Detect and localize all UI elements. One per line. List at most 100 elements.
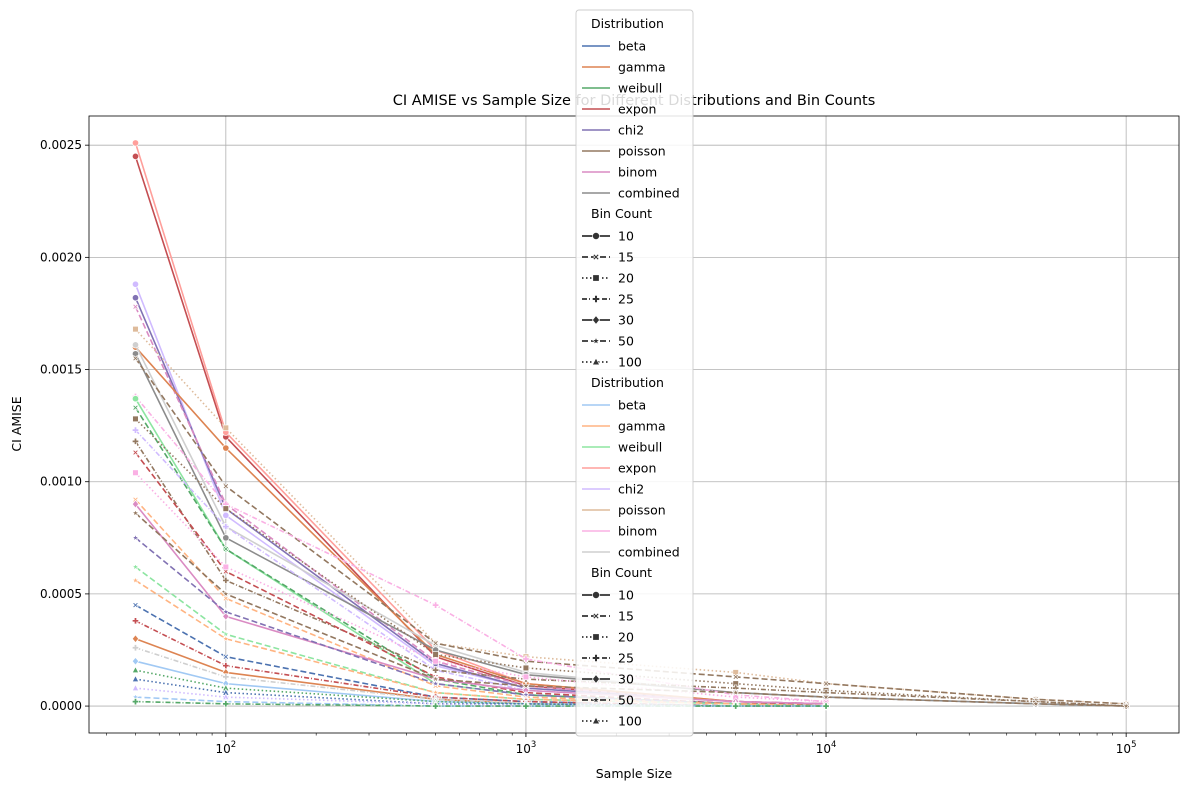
data-point: [132, 303, 139, 310]
data-point: [732, 702, 740, 710]
legend-marker-30: [591, 674, 601, 684]
data-point: [522, 702, 530, 710]
data-point: [132, 355, 139, 362]
data-point: [432, 640, 439, 647]
data-point: [222, 534, 230, 542]
x-tick-label: 102: [215, 740, 236, 756]
data-point: [222, 482, 230, 490]
legend-item-25: 25: [618, 292, 634, 307]
series-line: [135, 696, 827, 707]
y-tick-label: 0.0010: [40, 475, 82, 489]
data-point: [132, 415, 139, 423]
data-point: [131, 656, 140, 666]
data-point: [131, 644, 140, 652]
legend-item-30: 30: [618, 313, 634, 328]
data-point: [821, 692, 831, 701]
legend-marker-10: [592, 232, 600, 240]
data-point: [1031, 699, 1041, 708]
series-weibull-dark-bins-25: [131, 698, 830, 710]
data-point: [222, 700, 230, 708]
legend-title: Distribution: [591, 375, 664, 390]
legend-item-combined: combined: [618, 545, 680, 560]
series-line: [135, 579, 827, 707]
data-point: [132, 404, 139, 411]
data-point: [131, 437, 140, 445]
legend-title: Bin Count: [591, 565, 652, 580]
data-point: [731, 688, 741, 697]
data-point: [131, 508, 140, 517]
legend-marker-10: [592, 591, 600, 599]
data-point: [131, 665, 140, 674]
legend-marker-25: [592, 295, 600, 303]
data-point: [822, 680, 830, 687]
data-point: [432, 666, 440, 674]
legend-item-50: 50: [618, 693, 634, 708]
legend: Distribution beta gamma weibull expon chi2 poi…: [575, 9, 694, 737]
legend-item-100: 100: [618, 714, 642, 729]
data-point: [221, 634, 231, 643]
data-point: [131, 499, 140, 509]
legend-item-chi2: chi2: [618, 482, 644, 497]
legend-marker-50: [591, 695, 601, 705]
legend-item-25: 25: [618, 651, 634, 666]
data-point: [222, 505, 230, 512]
legend-item-15: 15: [618, 250, 634, 265]
legend-item-beta: beta: [618, 398, 646, 413]
data-point: [132, 325, 139, 333]
data-point: [131, 674, 140, 683]
data-point: [131, 575, 140, 585]
data-point: [131, 562, 140, 571]
legend-box: [575, 9, 694, 737]
series-line: [135, 620, 827, 707]
data-point: [222, 673, 230, 681]
legend-item-expon: expon: [618, 102, 656, 117]
data-point: [131, 139, 140, 147]
legend-item-combined: combined: [618, 186, 680, 201]
y-tick-label: 0.0000: [40, 699, 82, 713]
legend-marker-50: [591, 336, 601, 346]
legend-marker-20: [592, 633, 600, 641]
series-line: [134, 306, 827, 705]
legend-item-binom: binom: [618, 165, 657, 180]
data-point: [222, 595, 230, 602]
data-point: [222, 563, 230, 571]
legend-item-weibull: weibull: [618, 440, 662, 455]
data-point: [221, 607, 231, 616]
legend-item-15: 15: [618, 609, 634, 624]
series-line: [134, 440, 1127, 707]
data-point: [131, 426, 140, 434]
data-point: [131, 152, 140, 160]
y-axis-ticks: 0.0000 0.0005 0.0010 0.0015 0.0020 0.0025: [40, 138, 89, 713]
data-point: [131, 533, 140, 542]
data-point: [222, 662, 230, 670]
data-point: [222, 576, 230, 584]
legend-item-gamma: gamma: [618, 60, 666, 75]
data-point: [131, 683, 140, 692]
y-tick-label: 0.0015: [40, 363, 82, 377]
legend-marker-20: [592, 274, 600, 282]
data-point: [131, 698, 140, 706]
y-axis-label: CI AMISE: [9, 396, 24, 451]
legend-marker-100: [591, 716, 601, 725]
legend-title: Bin Count: [591, 206, 652, 221]
data-point: [521, 681, 531, 690]
legend-marker-100: [591, 357, 601, 366]
legend-item-weibull: weibull: [618, 81, 662, 96]
legend-item-binom: binom: [618, 524, 657, 539]
data-point: [822, 702, 830, 710]
series-line: [134, 395, 827, 703]
data-point: [431, 679, 440, 688]
data-point: [132, 601, 139, 609]
data-point: [432, 651, 439, 658]
data-point: [131, 617, 140, 625]
legend-item-expon: expon: [618, 461, 656, 476]
data-point: [522, 655, 530, 663]
data-point: [222, 545, 230, 553]
legend-item-10: 10: [618, 588, 634, 603]
data-point: [432, 601, 440, 609]
legend-marker-25: [592, 654, 600, 662]
y-tick-label: 0.0020: [40, 250, 82, 264]
legend-item-beta: beta: [618, 39, 646, 54]
legend-item-gamma: gamma: [618, 419, 666, 434]
x-tick-label: 104: [816, 740, 837, 756]
